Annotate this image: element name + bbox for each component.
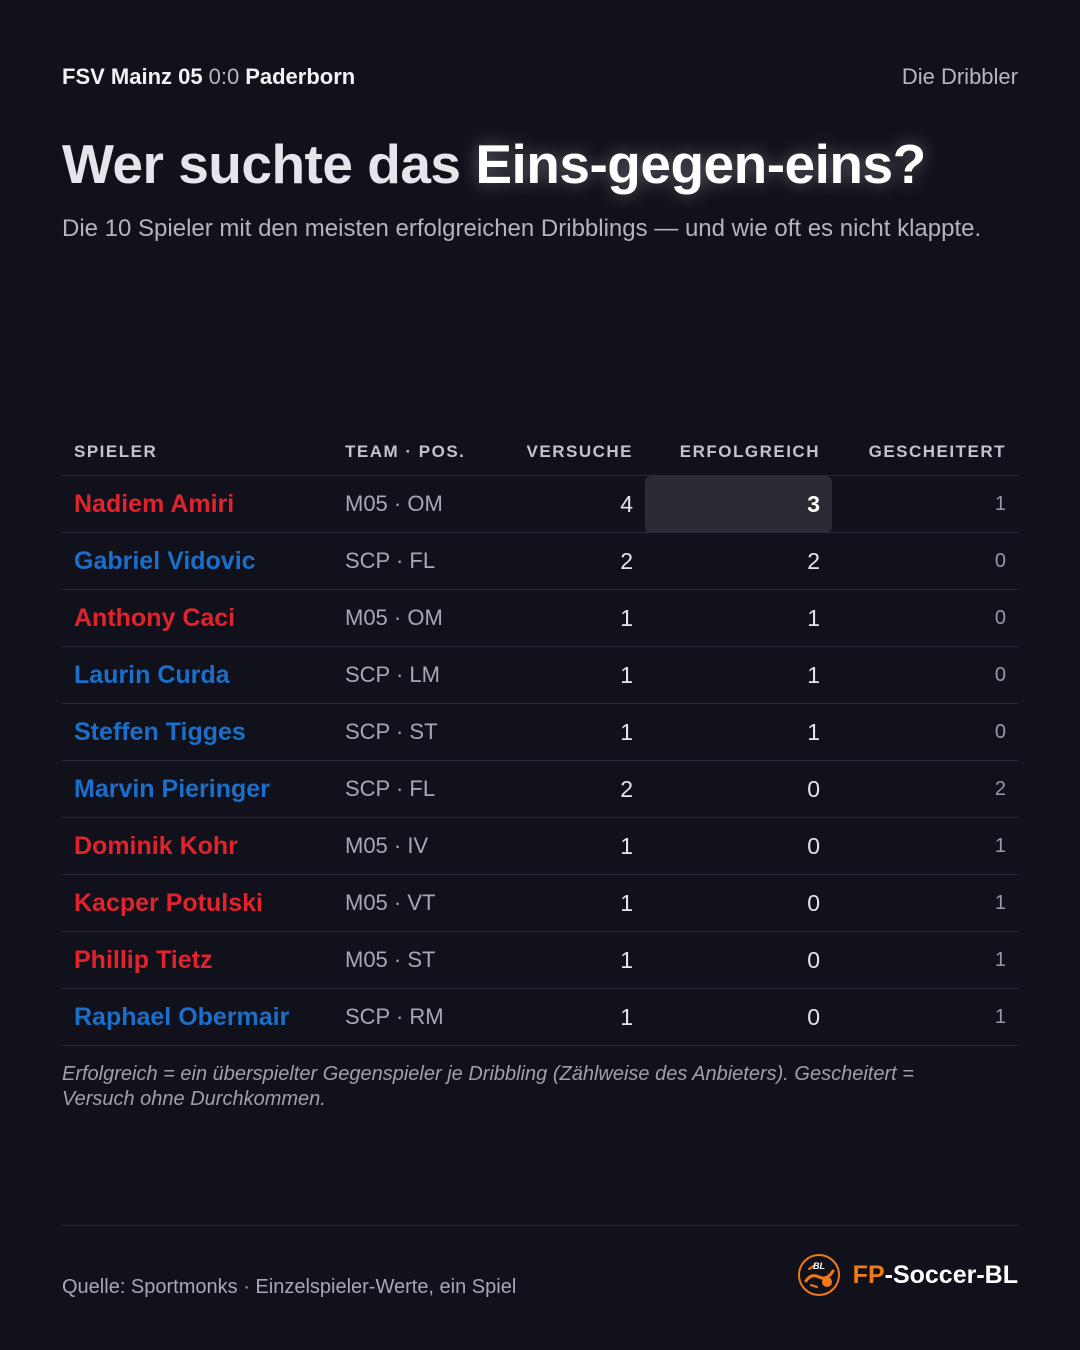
page-title: Wer suchte das Eins-gegen-eins?: [62, 132, 1040, 196]
team-position: SCP · RM: [333, 988, 508, 1046]
home-team: FSV Mainz 05: [62, 64, 203, 89]
successful-cell: 0: [645, 874, 832, 932]
col-header-attempts: VERSUCHE: [508, 428, 645, 476]
col-header-successful: ERFOLGREICH: [645, 428, 832, 476]
logo-text: BL: [813, 1261, 825, 1271]
attempts-cell: 1: [508, 817, 645, 875]
soccer-ball-logo-icon: BL: [797, 1254, 840, 1296]
attempts-cell: 1: [508, 874, 645, 932]
player-name: Laurin Curda: [62, 646, 333, 704]
score: 0:0: [208, 64, 240, 89]
successful-cell: 1: [645, 703, 832, 761]
successful-cell: 2: [645, 532, 832, 590]
successful-cell: 0: [645, 988, 832, 1046]
footnote: Erfolgreich = ein überspielter Gegenspie…: [62, 1063, 914, 1110]
attempts-cell: 1: [508, 931, 645, 989]
match-score: FSV Mainz 05 0:0 Paderborn: [62, 64, 355, 90]
team-position: M05 · ST: [333, 931, 508, 989]
table-row: Laurin Curda SCP · LM 1 1 0: [62, 646, 1018, 704]
table-row: Phillip Tietz M05 · ST 1 0 1: [62, 931, 1018, 989]
failed-cell: 2: [832, 760, 1018, 818]
failed-cell: 0: [832, 589, 1018, 647]
attempts-cell: 1: [508, 589, 645, 647]
col-header-failed: GESCHEITERT: [832, 428, 1018, 476]
team-position: SCP · LM: [333, 646, 508, 704]
away-team: Paderborn: [245, 64, 356, 89]
brand: BL FP-Soccer-BL: [797, 1253, 1018, 1297]
failed-cell: 1: [832, 874, 1018, 932]
player-name: Gabriel Vidovic: [62, 532, 333, 590]
failed-cell: 1: [832, 817, 1018, 875]
brand-prefix: FP: [852, 1260, 885, 1289]
table-row: Kacper Potulski M05 · VT 1 0 1: [62, 874, 1018, 932]
team-position: SCP · ST: [333, 703, 508, 761]
attempts-cell: 2: [508, 532, 645, 590]
table-row: Gabriel Vidovic SCP · FL 2 2 0: [62, 532, 1018, 590]
successful-cell: 1: [645, 589, 832, 647]
attempts-cell: 2: [508, 760, 645, 818]
attempts-cell: 1: [508, 703, 645, 761]
table-header-row: SPIELER TEAM · POS. VERSUCHE ERFOLGREICH…: [62, 428, 1018, 476]
player-name: Nadiem Amiri: [62, 475, 333, 533]
failed-cell: 1: [832, 988, 1018, 1046]
successful-cell: 1: [645, 646, 832, 704]
col-header-player: SPIELER: [62, 428, 333, 476]
footer-divider: [62, 1225, 1018, 1226]
team-position: M05 · VT: [333, 874, 508, 932]
successful-cell-highlight: 3: [645, 475, 832, 533]
team-position: M05 · OM: [333, 589, 508, 647]
subtitle: Die 10 Spieler mit den meisten erfolgrei…: [62, 215, 982, 242]
header: FSV Mainz 05 0:0 Paderborn Die Dribbler: [62, 64, 1018, 90]
table-row: Steffen Tigges SCP · ST 1 1 0: [62, 703, 1018, 761]
team-position: SCP · FL: [333, 532, 508, 590]
player-name: Anthony Caci: [62, 589, 333, 647]
attempts-cell: 4: [508, 475, 645, 533]
failed-cell: 0: [832, 532, 1018, 590]
col-header-team: TEAM · POS.: [333, 428, 508, 476]
table-row: Nadiem Amiri M05 · OM 4 3 1: [62, 475, 1018, 533]
player-name: Dominik Kohr: [62, 817, 333, 875]
team-position: M05 · OM: [333, 475, 508, 533]
attempts-cell: 1: [508, 646, 645, 704]
table-row: Marvin Pieringer SCP · FL 2 0 2: [62, 760, 1018, 818]
player-name: Kacper Potulski: [62, 874, 333, 932]
kicker: Die Dribbler: [901, 64, 1018, 89]
brand-suffix: -Soccer-BL: [884, 1260, 1018, 1289]
source-text: Quelle: Sportmonks · Einzelspieler-Werte…: [62, 1276, 517, 1298]
failed-cell: 1: [832, 931, 1018, 989]
table-row: Anthony Caci M05 · OM 1 1 0: [62, 589, 1018, 647]
player-name: Marvin Pieringer: [62, 760, 333, 818]
failed-cell: 0: [832, 646, 1018, 704]
team-position: SCP · FL: [333, 760, 508, 818]
team-position: M05 · IV: [333, 817, 508, 875]
title-prefix: Wer suchte das: [62, 133, 461, 195]
dribbling-table: SPIELER TEAM · POS. VERSUCHE ERFOLGREICH…: [62, 428, 1018, 1046]
table-row: Raphael Obermair SCP · RM 1 0 1: [62, 988, 1018, 1046]
player-name: Steffen Tigges: [62, 703, 333, 761]
title-highlight: Eins-gegen-eins?: [475, 133, 926, 195]
successful-cell: 0: [645, 817, 832, 875]
brand-name: FP-Soccer-BL: [853, 1261, 1018, 1290]
successful-cell: 0: [645, 760, 832, 818]
player-name: Phillip Tietz: [62, 931, 333, 989]
failed-cell: 0: [832, 703, 1018, 761]
table-row: Dominik Kohr M05 · IV 1 0 1: [62, 817, 1018, 875]
successful-cell: 0: [645, 931, 832, 989]
attempts-cell: 1: [508, 988, 645, 1046]
failed-cell: 1: [832, 475, 1018, 533]
player-name: Raphael Obermair: [62, 988, 333, 1046]
